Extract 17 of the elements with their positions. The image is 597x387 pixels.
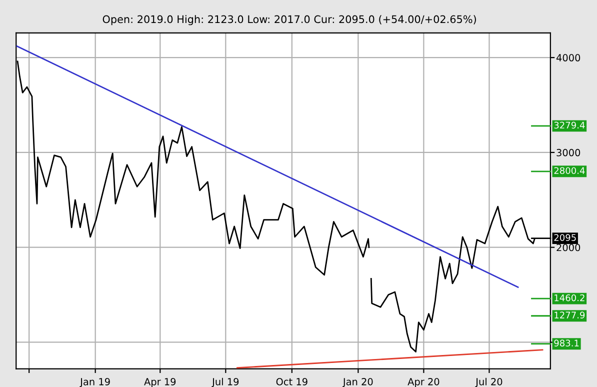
ref-line-label: 2800.4 <box>554 167 585 174</box>
x-tick-label: Apr 19 <box>144 378 176 387</box>
y-tick-label: 2000 <box>556 244 580 252</box>
ref-line-label: 1277.9 <box>554 312 585 318</box>
chart-title: Open: 2019.0 High: 2123.0 Low: 2017.0 Cur: 2095.0 (+54.00/+02.65%) <box>102 15 476 26</box>
x-tick-label: Jul 19 <box>212 378 239 387</box>
x-tick-label: Oct 19 <box>276 378 308 386</box>
ref-line-label: 2095 <box>554 234 576 241</box>
ref-line-label: 1460.2 <box>554 294 584 302</box>
x-tick-label: Apr 20 <box>408 378 440 387</box>
ref-line-label: 3279.4 <box>554 122 585 129</box>
x-tick-label: Jan 20 <box>342 378 373 387</box>
x-tick-label: Jan 19 <box>80 378 110 387</box>
y-tick-label: 4000 <box>556 54 580 62</box>
y-tick-label: 3000 <box>556 148 580 156</box>
x-tick-label: Jul 20 <box>475 378 502 387</box>
ref-line-label: 983.1 <box>554 340 579 346</box>
